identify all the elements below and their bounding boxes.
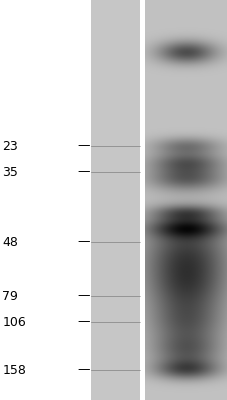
Text: 158: 158: [2, 364, 26, 376]
Bar: [140, 0, 144, 400]
Text: —: —: [77, 290, 90, 302]
Text: 79: 79: [2, 290, 18, 302]
Bar: [0, 0, 91, 400]
Text: —: —: [77, 140, 90, 152]
Text: —: —: [77, 316, 90, 328]
Text: 106: 106: [2, 316, 26, 328]
Text: 48: 48: [2, 236, 18, 248]
Text: 35: 35: [2, 166, 18, 178]
Text: —: —: [77, 364, 90, 376]
Text: —: —: [77, 166, 90, 178]
Text: 23: 23: [2, 140, 18, 152]
Text: —: —: [77, 236, 90, 248]
